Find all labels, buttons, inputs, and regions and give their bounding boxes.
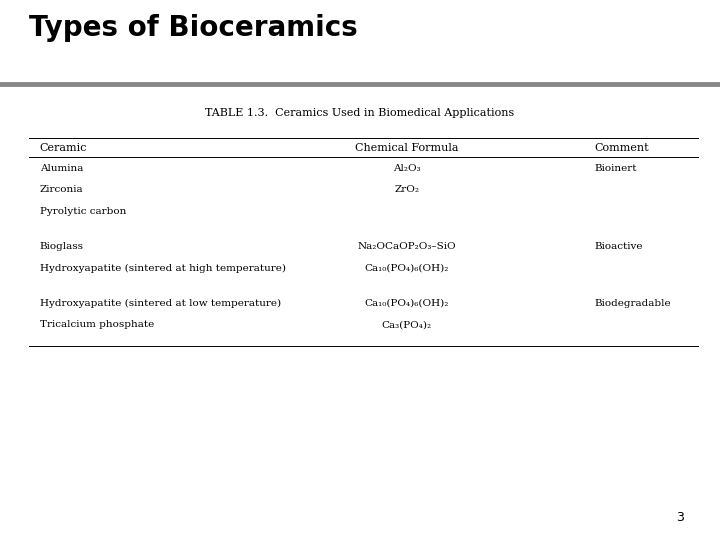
Text: Pyrolytic carbon: Pyrolytic carbon: [40, 207, 126, 216]
Text: Biodegradable: Biodegradable: [594, 299, 670, 308]
Text: Na₂OCaOP₂O₃–SiO: Na₂OCaOP₂O₃–SiO: [358, 242, 456, 251]
Text: Comment: Comment: [594, 143, 649, 153]
Text: Types of Bioceramics: Types of Bioceramics: [29, 14, 358, 42]
Text: Bioinert: Bioinert: [594, 164, 636, 173]
Text: Ceramic: Ceramic: [40, 143, 87, 153]
Text: Alumina: Alumina: [40, 164, 83, 173]
Text: Ca₁₀(PO₄)₆(OH)₂: Ca₁₀(PO₄)₆(OH)₂: [364, 299, 449, 308]
Text: Bioactive: Bioactive: [594, 242, 642, 251]
Text: Hydroxyapatite (sintered at low temperature): Hydroxyapatite (sintered at low temperat…: [40, 299, 281, 308]
Text: Ca₃(PO₄)₂: Ca₃(PO₄)₂: [382, 320, 432, 329]
Text: TABLE 1.3.  Ceramics Used in Biomedical Applications: TABLE 1.3. Ceramics Used in Biomedical A…: [205, 108, 515, 118]
Text: Al₂O₃: Al₂O₃: [393, 164, 420, 173]
Text: Ca₁₀(PO₄)₆(OH)₂: Ca₁₀(PO₄)₆(OH)₂: [364, 264, 449, 273]
Text: ZrO₂: ZrO₂: [395, 185, 419, 194]
Text: Hydroxyapatite (sintered at high temperature): Hydroxyapatite (sintered at high tempera…: [40, 264, 286, 273]
Bar: [0, 84, 720, 540]
Text: Bioglass: Bioglass: [40, 242, 84, 251]
Text: 3: 3: [676, 511, 684, 524]
Text: Chemical Formula: Chemical Formula: [355, 143, 459, 153]
Bar: [0, 0, 720, 86]
Text: Zirconia: Zirconia: [40, 185, 84, 194]
Text: Tricalcium phosphate: Tricalcium phosphate: [40, 320, 154, 329]
